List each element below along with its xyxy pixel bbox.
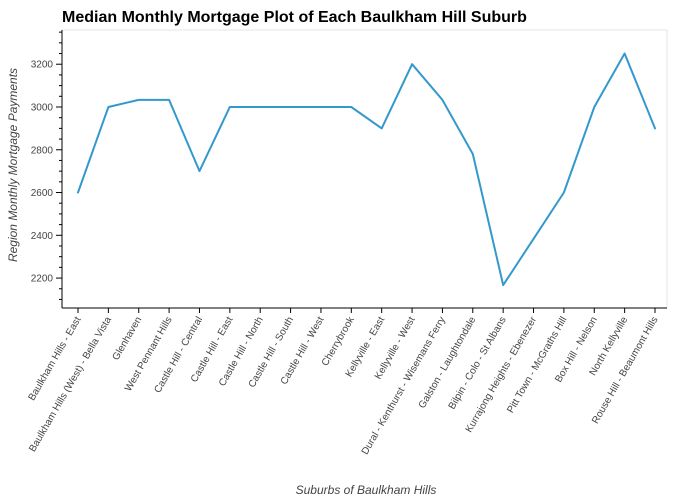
series-line bbox=[77, 52, 656, 287]
y-axis: 2200 2400 2600 2800 3000 3200 bbox=[31, 30, 63, 308]
y-tick-label: 3200 bbox=[31, 60, 54, 71]
x-axis-label: Suburbs of Baulkham Hills bbox=[296, 483, 437, 497]
y-tick-label: 2800 bbox=[31, 145, 54, 156]
y-tick-label: 3000 bbox=[31, 102, 54, 113]
x-tick-label: Glenhaven bbox=[111, 315, 145, 362]
y-tick-label: 2200 bbox=[31, 274, 54, 285]
y-axis-label: Region Monthly Mortgage Payments bbox=[6, 68, 20, 262]
x-tick-label: Baulkham Hills - East bbox=[27, 315, 84, 403]
plot-frame bbox=[61, 29, 668, 309]
y-tick-label: 2600 bbox=[31, 188, 54, 199]
series-layer bbox=[77, 52, 656, 287]
x-tick-label: Pitt Town - McGraths Hill bbox=[505, 315, 569, 415]
x-tick-label: Galston - Laughtondale bbox=[417, 315, 479, 411]
x-tick-label: Bilpin - Colo - St Albans bbox=[447, 315, 509, 411]
chart-title: Median Monthly Mortgage Plot of Each Bau… bbox=[62, 9, 527, 26]
y-tick-label: 2400 bbox=[31, 231, 54, 242]
